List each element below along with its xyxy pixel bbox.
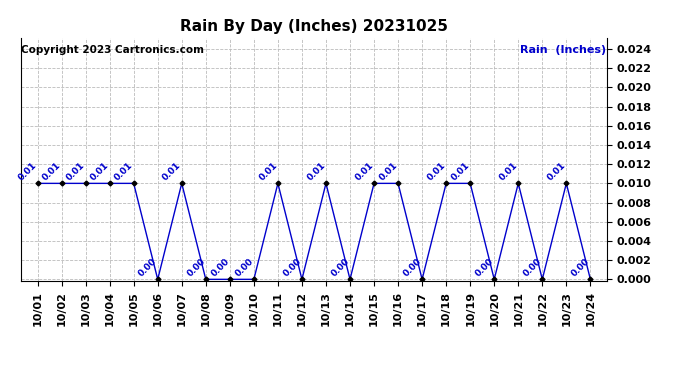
Text: 0.00: 0.00 [209,257,231,279]
Text: 0.01: 0.01 [306,161,327,183]
Text: 0.01: 0.01 [41,161,63,183]
Text: 0.01: 0.01 [257,161,279,183]
Text: 0.01: 0.01 [546,161,568,183]
Text: 0.00: 0.00 [185,257,207,279]
Text: Copyright 2023 Cartronics.com: Copyright 2023 Cartronics.com [21,45,204,55]
Text: 0.00: 0.00 [282,257,303,279]
Text: 0.01: 0.01 [426,161,447,183]
Text: 0.01: 0.01 [161,161,183,183]
Text: 0.00: 0.00 [522,257,544,279]
Text: 0.00: 0.00 [473,257,495,279]
Text: 0.00: 0.00 [137,257,159,279]
Text: 0.01: 0.01 [497,161,520,183]
Text: Rain  (Inches): Rain (Inches) [520,45,607,55]
Text: 0.01: 0.01 [89,161,111,183]
Text: 0.00: 0.00 [233,257,255,279]
Text: 0.01: 0.01 [353,161,375,183]
Text: 0.01: 0.01 [450,161,471,183]
Text: 0.01: 0.01 [65,161,87,183]
Text: 0.01: 0.01 [113,161,135,183]
Text: 0.01: 0.01 [17,161,39,183]
Text: 0.00: 0.00 [402,257,423,279]
Text: 0.00: 0.00 [570,257,591,279]
Text: 0.01: 0.01 [377,161,400,183]
Title: Rain By Day (Inches) 20231025: Rain By Day (Inches) 20231025 [180,18,448,33]
Text: 0.00: 0.00 [329,257,351,279]
